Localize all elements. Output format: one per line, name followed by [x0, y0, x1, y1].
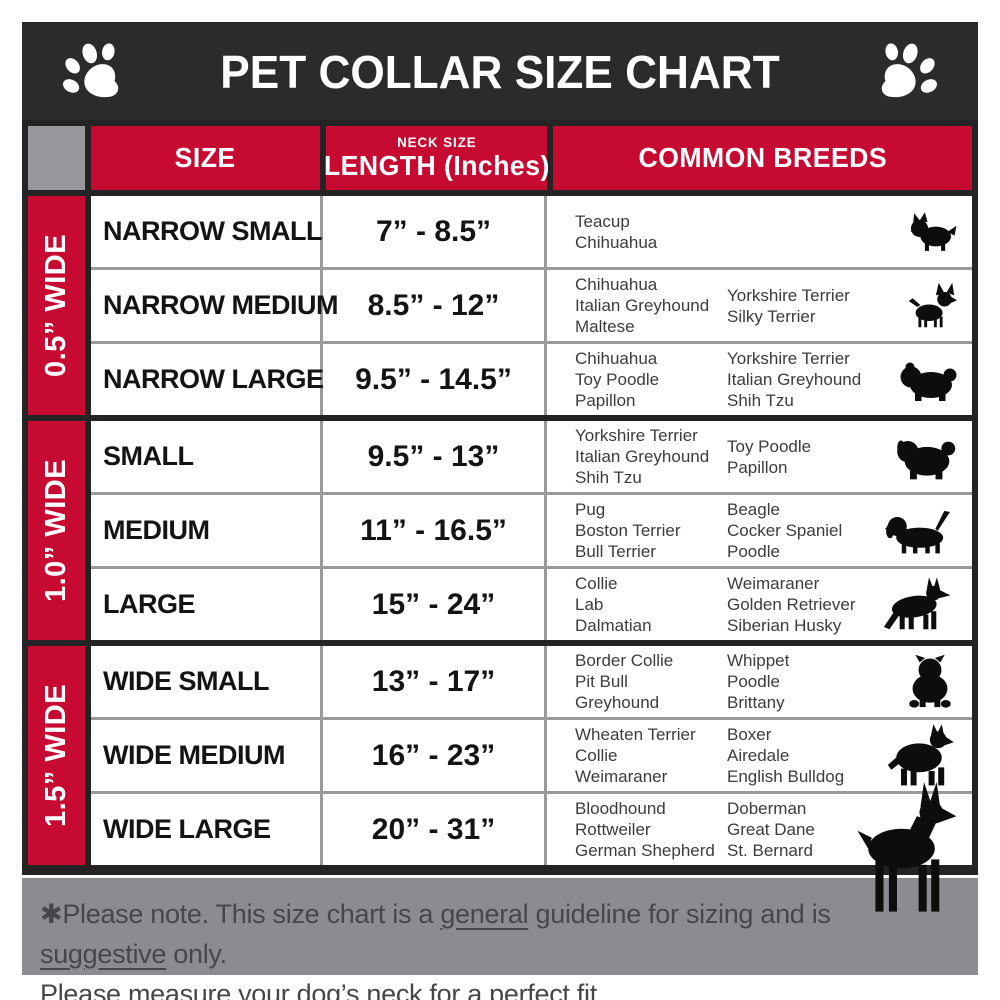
breeds-cell: Bloodhound Rottweiler German Shepherd Do…: [547, 782, 972, 912]
width-group-15: 1.5” WIDE WIDE SMALL 13” - 17” Border Co…: [28, 646, 972, 912]
underlined-word: general: [440, 899, 529, 929]
length-cell: 13” - 17”: [323, 646, 544, 717]
breed-list-1: Collie Lab Dalmatian: [575, 574, 652, 635]
breed-list-2: Beagle Cocker Spaniel Poodle: [727, 500, 843, 561]
breeds-cell: Wheaten Terrier Collie Weimaraner Boxer …: [547, 720, 972, 791]
column-header-size: SIZE: [91, 126, 320, 190]
pekingese-icon: [894, 430, 960, 484]
width-group-05: 0.5” WIDE NARROW SMALL 7” - 8.5” Teacup …: [28, 196, 972, 415]
footer-note: ✱Please note. This size chart is a gener…: [22, 878, 978, 1000]
yorkshire-terrier-icon: [906, 209, 960, 255]
footer-note-line1: ✱Please note. This size chart is a gener…: [40, 899, 831, 969]
width-label-15: 1.5” WIDE: [28, 646, 85, 865]
breed-list-2: Doberman Great Dane St. Bernard: [727, 799, 815, 860]
column-header-neck-length: NECK SIZE LENGTH (Inches): [324, 126, 549, 190]
paw-print-icon: [63, 43, 119, 98]
breed-list-1: Yorkshire Terrier Italian Greyhound Shih…: [575, 426, 710, 487]
length-cell: 15” - 24”: [323, 569, 544, 640]
breed-list-2: Weimaraner Golden Retriever Siberian Hus…: [727, 574, 856, 635]
breed-list-1: Chihuahua Toy Poodle Papillon: [575, 349, 660, 410]
breeds-cell: Collie Lab Dalmatian Weimaraner Golden R…: [547, 569, 972, 640]
breed-list-2: Yorkshire Terrier Silky Terrier: [727, 285, 850, 326]
german-shepherd-icon: [872, 574, 960, 636]
breeds-cell: Border Collie Pit Bull Greyhound Whippet…: [547, 646, 972, 717]
length-cell: 8.5” - 12”: [323, 270, 544, 341]
pit-bull-icon: [878, 723, 960, 789]
length-cell: 16” - 23”: [323, 720, 544, 791]
breed-list-1: Border Collie Pit Bull Greyhound: [575, 651, 674, 712]
width-label-10: 1.0” WIDE: [28, 421, 85, 640]
size-cell: WIDE MEDIUM: [91, 720, 320, 791]
breed-list-2: Toy Poodle Papillon: [727, 436, 812, 477]
breed-list-2: Boxer Airedale English Bulldog: [727, 725, 845, 786]
size-cell: WIDE SMALL: [91, 646, 320, 717]
length-cell: 7” - 8.5”: [323, 196, 544, 267]
title-bar: PET COLLAR SIZE CHART: [22, 22, 978, 122]
breed-list-1: Pug Boston Terrier Bull Terrier: [575, 500, 681, 561]
width-label-05: 0.5” WIDE: [28, 196, 85, 415]
breeds-cell: Chihuahua Toy Poodle Papillon Yorkshire …: [547, 344, 972, 415]
doberman-icon: [852, 780, 960, 928]
breeds-cell: Chihuahua Italian Greyhound Maltese York…: [547, 270, 972, 341]
size-cell: WIDE LARGE: [91, 794, 320, 865]
length-cell: 20” - 31”: [323, 794, 544, 865]
column-header-common-breeds: COMMON BREEDS: [553, 126, 972, 190]
shih-tzu-icon: [898, 355, 960, 405]
beagle-icon: [876, 503, 960, 559]
underlined-word: suggestive: [40, 939, 167, 969]
footer-note-line2: Please measure your dog’s neck for a per…: [40, 979, 597, 1000]
chihuahua-icon: [902, 281, 960, 331]
length-cell: 9.5” - 14.5”: [323, 344, 544, 415]
size-cell: NARROW LARGE: [91, 344, 324, 415]
breeds-cell: Teacup Chihuahua: [547, 196, 972, 267]
size-cell: SMALL: [91, 421, 320, 492]
table-header-row: SIZE NECK SIZE LENGTH (Inches) COMMON BR…: [28, 126, 972, 190]
breeds-cell: Yorkshire Terrier Italian Greyhound Shih…: [547, 421, 972, 492]
breed-list-1: Bloodhound Rottweiler German Shepherd: [575, 799, 715, 860]
size-chart-table: SIZE NECK SIZE LENGTH (Inches) COMMON BR…: [22, 120, 978, 912]
breed-list-1: Chihuahua Italian Greyhound Maltese: [575, 275, 710, 336]
corner-cell: [28, 126, 85, 190]
breed-list-2: Yorkshire Terrier Italian Greyhound Shih…: [727, 349, 862, 410]
bulldog-icon: [900, 654, 960, 710]
length-cell: 9.5” - 13”: [323, 421, 544, 492]
breed-list-2: Whippet Poodle Brittany: [727, 651, 790, 712]
breeds-cell: Pug Boston Terrier Bull Terrier Beagle C…: [547, 495, 972, 566]
breed-list-1: Wheaten Terrier Collie Weimaraner: [575, 725, 696, 786]
size-cell: MEDIUM: [91, 495, 320, 566]
size-cell: NARROW SMALL: [91, 196, 322, 267]
size-cell: NARROW MEDIUM: [91, 270, 338, 341]
width-group-10: 1.0” WIDE SMALL 9.5” - 13” Yorkshire Ter…: [28, 421, 972, 640]
breed-list-1: Teacup Chihuahua: [575, 211, 658, 252]
page-title: PET COLLAR SIZE CHART: [220, 46, 780, 98]
paw-print-icon: [881, 43, 937, 98]
length-cell: 11” - 16.5”: [323, 495, 544, 566]
size-cell: LARGE: [91, 569, 320, 640]
